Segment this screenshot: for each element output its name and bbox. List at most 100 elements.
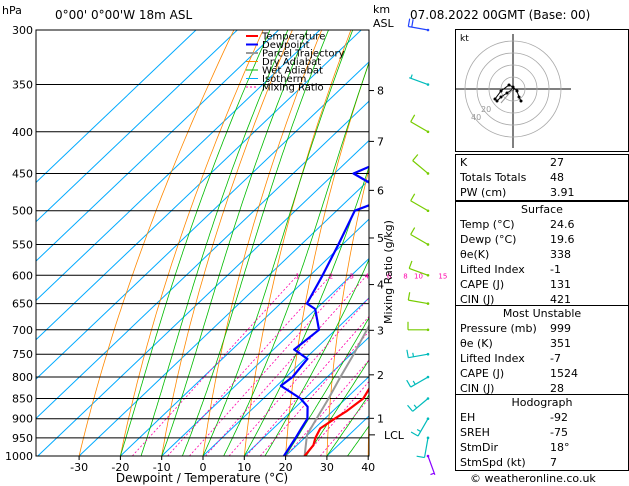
wind-barb bbox=[416, 436, 430, 459]
hodograph-storm-vector bbox=[500, 88, 514, 104]
wind-barb-flag bbox=[416, 455, 425, 459]
wind-barb-staff bbox=[410, 233, 429, 245]
surface-row: Temp (°C) 24.6 bbox=[460, 218, 575, 231]
wind-barb bbox=[406, 375, 430, 388]
hodograph-ring-label: 20 bbox=[481, 105, 491, 114]
hodograph-point bbox=[517, 95, 521, 99]
index-row: Totals Totals 48 bbox=[460, 171, 564, 184]
wind-barb-half-flag bbox=[412, 380, 416, 385]
x-tick-label: -20 bbox=[111, 461, 129, 474]
wind-barb bbox=[407, 321, 430, 332]
x-tick-label: 10 bbox=[237, 461, 251, 474]
wind-barb bbox=[410, 114, 430, 134]
mixing-ratio-line bbox=[132, 275, 298, 456]
wind-barb-base bbox=[426, 436, 430, 440]
km-tick-label: 5 bbox=[377, 232, 384, 245]
hodograph-table-title: Hodograph bbox=[511, 396, 573, 409]
isotherm-line bbox=[36, 30, 238, 223]
mixing-ratio-label: 6 bbox=[387, 272, 392, 280]
hpa-unit-label: hPa bbox=[2, 4, 22, 17]
pressure-tick-label: 400 bbox=[12, 126, 33, 139]
wind-barb bbox=[408, 260, 430, 277]
wind-barb bbox=[407, 397, 430, 412]
legend-label: Dewpoint bbox=[262, 40, 310, 51]
wind-barb-staff bbox=[410, 121, 429, 133]
surface-row: Lifted Index -1 bbox=[460, 263, 561, 276]
most-unstable-row: Lifted Index -7 bbox=[460, 352, 561, 365]
km-tick-label: 6 bbox=[377, 184, 384, 197]
hodograph-point bbox=[499, 89, 503, 93]
pressure-tick-label: 950 bbox=[12, 432, 33, 445]
wind-barb-flag bbox=[407, 404, 414, 412]
hodograph-table-panel: Hodograph EH -92 SREH -75 StmDir 18° StmSpd… bbox=[455, 394, 629, 471]
wind-barb-flag bbox=[411, 19, 414, 28]
indices-panel: K 27 Totals Totals 48 PW (cm) 3.91 bbox=[455, 154, 629, 201]
hodograph-point bbox=[507, 83, 511, 87]
wind-barbs bbox=[406, 18, 436, 476]
isotherm-line bbox=[285, 375, 369, 456]
mixing-ratio-label: 3 bbox=[349, 272, 353, 280]
wind-barb-staff bbox=[409, 267, 429, 276]
wind-barb-base bbox=[426, 397, 430, 400]
wind-barb-staff bbox=[408, 299, 429, 305]
pressure-tick-label: 750 bbox=[12, 348, 33, 361]
isotherm-line bbox=[36, 100, 369, 420]
plot-frame bbox=[35, 29, 370, 457]
wind-barb bbox=[412, 154, 430, 175]
pressure-tick-label: 1000 bbox=[5, 450, 33, 463]
most-unstable-title: Most Unstable bbox=[502, 307, 582, 320]
hodograph-point bbox=[505, 91, 509, 95]
surface-row: CAPE (J) 131 bbox=[460, 278, 571, 291]
mixing-ratio-line bbox=[304, 380, 369, 456]
isotherm-line bbox=[161, 257, 369, 456]
surface-row: CIN (J) 421 bbox=[460, 293, 571, 306]
wet-adiabat-line bbox=[285, 316, 369, 456]
surface-title: Surface bbox=[521, 203, 563, 216]
mixing-ratio-line bbox=[205, 275, 368, 456]
index-row: PW (cm) 3.91 bbox=[460, 186, 575, 199]
wind-barb-base bbox=[426, 28, 430, 32]
wind-barb-flag bbox=[408, 260, 413, 269]
surface-panel: Surface Temp (°C) 24.6 Dewp (°C) 19.6 θe(K… bbox=[455, 201, 629, 308]
legend-label: Isotherm bbox=[262, 74, 306, 85]
legend-label: Parcel Trajectory bbox=[262, 49, 345, 60]
mixing-ratio-label: 10 bbox=[414, 272, 423, 280]
dry-adiabat-line bbox=[120, 30, 264, 456]
wind-barb-flag bbox=[412, 154, 419, 161]
isotherm-line bbox=[36, 30, 197, 184]
wind-barb-staff bbox=[412, 398, 429, 412]
wind-barb-flag bbox=[406, 379, 412, 388]
x-tick-label: 20 bbox=[279, 461, 293, 474]
most-unstable-panel: Most Unstable Pressure (mb) 999 θe (K) 351… bbox=[455, 305, 629, 397]
isotherm-line bbox=[36, 61, 369, 380]
wind-barb-base bbox=[426, 83, 430, 86]
hodograph-panel: kt 20 40 bbox=[455, 29, 629, 152]
pressure-tick-label: 900 bbox=[12, 413, 33, 426]
wind-barb-staff bbox=[423, 437, 429, 458]
surface-row: Dewp (°C) 19.6 bbox=[460, 233, 575, 246]
hodograph-point bbox=[519, 99, 523, 103]
hodograph-row: EH -92 bbox=[460, 411, 568, 424]
hodograph-point bbox=[515, 89, 519, 93]
hodograph-ring bbox=[464, 40, 562, 138]
hodograph-row: StmDir 18° bbox=[460, 441, 570, 454]
wind-barb bbox=[407, 292, 430, 305]
mixing-ratio-line bbox=[319, 398, 369, 456]
km-tick-label: 2 bbox=[377, 369, 384, 382]
wind-barb-flag bbox=[410, 114, 416, 123]
legend-label: Dry Adiabat bbox=[262, 57, 321, 68]
km-unit-label: km bbox=[373, 3, 391, 16]
most-unstable-row: θe (K) 351 bbox=[460, 337, 571, 350]
isotherm-line bbox=[36, 30, 362, 341]
legend-label: Mixing Ratio bbox=[262, 83, 324, 94]
surface-row: θe(K) 338 bbox=[460, 248, 571, 261]
hodograph-ring bbox=[500, 76, 526, 102]
wind-barb-base bbox=[426, 375, 430, 379]
hodograph-point bbox=[493, 97, 497, 101]
wind-barb-half-flag bbox=[416, 428, 421, 433]
mixing-ratio-label: 1 bbox=[295, 272, 299, 280]
index-row: K 27 bbox=[460, 156, 564, 169]
wind-barb-base bbox=[426, 352, 430, 356]
copyright-label: © weatheronline.co.uk bbox=[470, 472, 596, 485]
wind-barb-flag bbox=[407, 18, 411, 27]
